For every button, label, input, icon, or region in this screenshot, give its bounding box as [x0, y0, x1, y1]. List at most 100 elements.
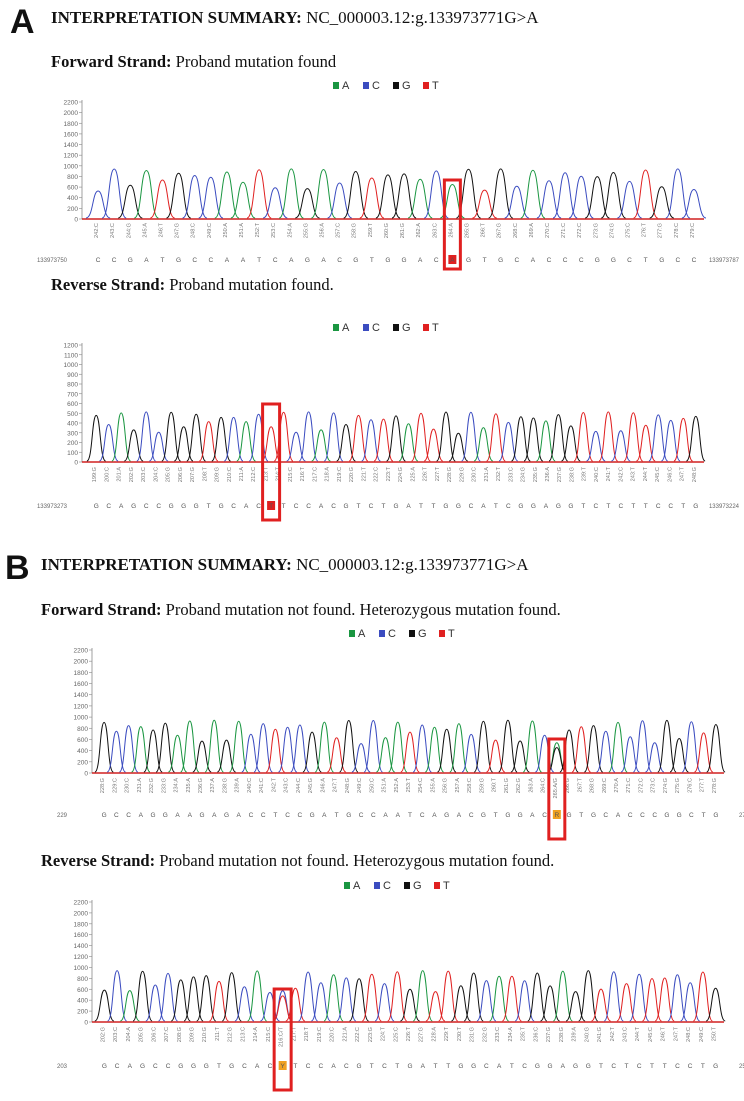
- y-tick-label: 0: [74, 217, 78, 224]
- position-label: 203:C: [113, 1027, 119, 1042]
- position-label: 240:G: [584, 1027, 590, 1042]
- trace-peak-g: [649, 186, 675, 219]
- trace-peak-c: [290, 724, 310, 773]
- position-label: 215:C: [288, 467, 294, 482]
- position-label: 267:G: [497, 223, 503, 238]
- trace-peak-c: [648, 414, 669, 462]
- trace-peak-c: [476, 980, 497, 1022]
- position-label: 259:T: [368, 222, 374, 237]
- legend-label-g: G: [402, 80, 411, 92]
- y-tick-label: 800: [67, 174, 78, 181]
- trace-peak-a: [229, 720, 249, 773]
- trace-peak-t: [692, 971, 713, 1022]
- legend-label-c: C: [388, 628, 396, 640]
- sequence-base: A: [497, 1063, 502, 1070]
- sequence-base: G: [677, 812, 682, 819]
- trace-peak-a: [278, 168, 304, 219]
- position-label: 242:T: [610, 1026, 616, 1041]
- position-label: 216:C/T: [279, 1026, 285, 1046]
- trace-peak-a: [520, 169, 546, 219]
- y-tick-label: 1000: [64, 362, 79, 369]
- trace-peak-c: [620, 736, 640, 773]
- sequence-base: T: [644, 257, 648, 264]
- position-label: 210:C: [227, 467, 233, 482]
- trace-peak-g: [386, 415, 406, 462]
- chromatogram-b-reverse: A C G T220020001800160014001200100080060040…: [57, 880, 744, 1092]
- position-label: 260:G: [384, 223, 390, 238]
- y-tick-label: 600: [77, 987, 88, 994]
- position-label: 215:C: [266, 1027, 272, 1042]
- sequence-base: G: [407, 1063, 412, 1070]
- position-label: 231:A: [484, 467, 490, 482]
- position-label: 211:T: [215, 1026, 221, 1040]
- sequence-base: A: [225, 257, 230, 264]
- sequence-base: C: [675, 257, 680, 264]
- sequence-base: A: [128, 1063, 133, 1070]
- position-label: 242:C: [618, 467, 624, 482]
- sequence-base: C: [359, 812, 364, 819]
- sequence-base: G: [204, 1063, 209, 1070]
- sequence-base: G: [498, 257, 503, 264]
- sequence-base: G: [102, 812, 107, 819]
- position-label: 213:C: [240, 1027, 246, 1042]
- trace-peak-g: [450, 985, 471, 1022]
- trace-peak-t: [265, 728, 286, 773]
- position-label: 233:G: [161, 778, 167, 793]
- trace-peak-g: [183, 976, 204, 1022]
- position-label: 249:C: [699, 1027, 705, 1042]
- sequence-base: C: [153, 1063, 158, 1070]
- legend-label-g: G: [413, 880, 422, 892]
- trace-peak-c: [182, 174, 208, 219]
- y-tick-label: 1200: [64, 153, 79, 160]
- position-label: 244:C: [296, 778, 302, 793]
- trace-peak-g: [336, 423, 356, 462]
- trace-peak-c: [198, 176, 224, 219]
- start-coordinate: 203: [57, 1064, 68, 1070]
- y-tick-label: 1400: [74, 692, 89, 699]
- position-label: 225:A: [410, 467, 416, 482]
- sequence-base: C: [637, 1063, 642, 1070]
- position-label: 269:A: [529, 223, 535, 238]
- legend-swatch-g: [404, 882, 410, 889]
- position-label: 249:C: [207, 223, 213, 238]
- y-tick-label: 400: [67, 195, 78, 202]
- sequence-base: A: [331, 1063, 336, 1070]
- position-label: 243:C: [623, 1027, 629, 1042]
- trace-peak-t: [616, 983, 637, 1022]
- trace-peak-c: [98, 423, 119, 462]
- position-label: 232:G: [482, 1027, 488, 1042]
- trace-peak-a: [412, 970, 433, 1022]
- sequence-base: A: [396, 812, 401, 819]
- trace-peak-t: [423, 428, 444, 462]
- sequence-base: C: [675, 1063, 680, 1070]
- start-coordinate: 133973273: [37, 504, 68, 510]
- y-tick-label: 2200: [74, 648, 89, 655]
- sequence-base: C: [469, 503, 474, 510]
- interpretation-summary-b: INTERPRETATION SUMMARY: NC_000003.12:g.1…: [41, 555, 529, 575]
- sequence-base: C: [692, 257, 697, 264]
- sequence-base: C: [514, 257, 519, 264]
- trace-peak-c: [680, 982, 701, 1022]
- trace-peak-t: [623, 412, 644, 462]
- position-label: 270:C: [545, 223, 551, 238]
- trace-peak-c: [568, 175, 594, 219]
- trace-peak-t: [573, 411, 594, 462]
- position-label: 268:C: [513, 223, 519, 238]
- interpretation-summary-a: INTERPRETATION SUMMARY: NC_000003.12:g.1…: [51, 8, 539, 28]
- trace-peak-c: [361, 419, 381, 462]
- y-tick-label: 400: [77, 998, 88, 1005]
- trace-peak-t: [472, 189, 497, 219]
- sequence-base: G: [595, 257, 600, 264]
- sequence-base: C: [298, 812, 303, 819]
- legend-swatch-t: [439, 630, 445, 637]
- sequence-base: G: [505, 812, 510, 819]
- trace-peak-c: [118, 725, 139, 773]
- legend-swatch-a: [344, 882, 350, 889]
- sequence-base: C: [611, 1063, 616, 1070]
- trace-peak-g: [600, 171, 626, 219]
- trace-peak-g: [132, 970, 153, 1022]
- position-label: 243:T: [631, 466, 637, 481]
- position-label: 258:C: [467, 778, 473, 793]
- trace-peak-t: [635, 424, 656, 462]
- y-tick-label: 800: [77, 976, 88, 983]
